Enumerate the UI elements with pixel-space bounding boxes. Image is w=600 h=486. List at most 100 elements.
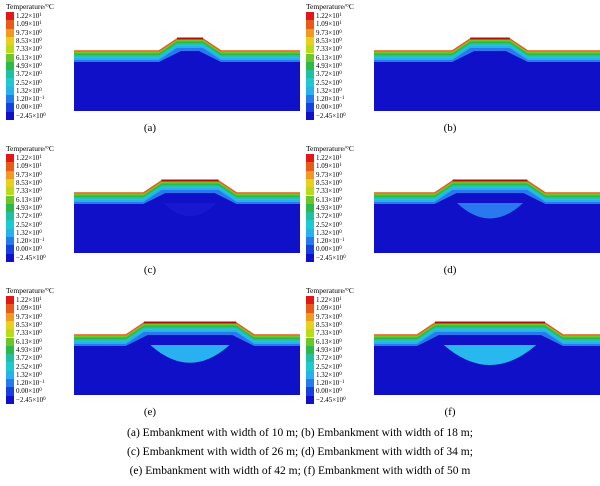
- legend-entry: 9.73×100: [6, 170, 42, 179]
- legend-mantissa: 3.72: [16, 70, 29, 79]
- legend-value: 6.13×100: [316, 54, 342, 62]
- legend-value: 4.93×100: [316, 204, 342, 212]
- legend-times-ten: ×10: [28, 28, 40, 37]
- legend-exponent: −1: [339, 96, 345, 102]
- thaw-bulb: [150, 345, 230, 363]
- legend-mantissa: −2.45: [316, 111, 333, 120]
- panel-label: (d): [443, 264, 457, 276]
- legend-mantissa: 9.73: [16, 312, 29, 321]
- legend-exponent: 1: [39, 297, 42, 303]
- legend-value: 4.93×100: [16, 204, 42, 212]
- legend-value: 1.20×10−1: [316, 237, 345, 245]
- panel-c: Temperature/°C 1.22×101 1.09×101 9.73×100 8.…: [0, 142, 300, 284]
- legend-entry: 1.09×101: [6, 162, 42, 171]
- legend-value: 1.22×101: [16, 154, 42, 162]
- legend-entry: 1.20×10−1: [306, 237, 345, 246]
- legend-swatch: [306, 354, 314, 363]
- legend-value: 3.72×100: [16, 354, 42, 362]
- legend-swatch: [6, 45, 14, 54]
- legend-swatch: [6, 78, 14, 87]
- legend-entry: 1.20×10−1: [6, 379, 45, 388]
- thaw-bulb: [456, 203, 524, 219]
- legend-exponent: 0: [39, 104, 42, 110]
- frozen-ground-band: [74, 51, 300, 111]
- legend-value: 8.53×100: [16, 37, 42, 45]
- legend-entry: 1.09×101: [6, 304, 42, 313]
- caption-line-1: (a) Embankment with width of 10 m; (b) E…: [127, 427, 473, 439]
- legend-entry: 1.22×101: [6, 12, 42, 21]
- legend-times-ten: ×10: [28, 228, 40, 237]
- legend-swatch: [306, 170, 314, 179]
- legend-value: 3.72×100: [16, 70, 42, 78]
- legend-value: 1.09×101: [316, 20, 342, 28]
- temperature-contour-plot: [74, 37, 300, 111]
- legend-value: 1.09×101: [16, 20, 42, 28]
- legend-swatch: [6, 203, 14, 213]
- legend-entry: 8.53×100: [6, 178, 42, 188]
- legend-entry: 7.33×100: [6, 45, 42, 54]
- legend-mantissa: 7.33: [16, 45, 29, 54]
- legend-times-ten: ×10: [28, 203, 40, 212]
- legend-exponent: 0: [339, 54, 342, 60]
- legend-swatch: [306, 312, 314, 321]
- legend-value: 6.13×100: [16, 196, 42, 204]
- legend-entry: −2.45×100: [306, 253, 346, 262]
- legend-swatch: [306, 212, 314, 221]
- legend-times-ten: ×10: [28, 212, 40, 221]
- legend-value: 3.72×100: [316, 70, 342, 78]
- legend-entry: 1.22×101: [6, 296, 42, 305]
- legend-value: 1.09×101: [16, 162, 42, 170]
- legend-times-ten: ×10: [328, 187, 340, 196]
- legend-exponent: 0: [39, 221, 42, 227]
- legend-mantissa: 4.93: [16, 61, 29, 70]
- legend-value: 4.93×100: [316, 346, 342, 354]
- legend-mantissa: 6.13: [316, 337, 329, 346]
- legend-value: 9.73×100: [16, 313, 42, 321]
- legend-entry: 1.22×101: [306, 296, 342, 305]
- legend-value: 4.93×100: [16, 62, 42, 70]
- legend-entry: 2.52×100: [6, 362, 42, 371]
- legend-value: 3.72×100: [16, 212, 42, 220]
- legend-mantissa: 8.53: [16, 37, 29, 46]
- legend-times-ten: ×10: [328, 362, 340, 371]
- temperature-legend: Temperature/°C 1.22×101 1.09×101 9.73×100 8.…: [303, 0, 413, 125]
- legend-entry: 4.93×100: [306, 61, 342, 71]
- legend-times-ten: ×10: [28, 70, 40, 79]
- legend-exponent: 0: [339, 104, 342, 110]
- legend-exponent: 0: [39, 371, 42, 377]
- legend-times-ten: ×10: [28, 362, 40, 371]
- legend-exponent: 0: [39, 87, 42, 93]
- legend-entry: 1.20×10−1: [6, 95, 45, 104]
- legend-exponent: 0: [39, 38, 42, 44]
- legend-value: 7.33×100: [316, 329, 342, 337]
- legend-exponent: 0: [339, 171, 342, 177]
- legend-swatch: [306, 103, 314, 112]
- legend-mantissa: 1.32: [316, 370, 329, 379]
- legend-swatch: [6, 220, 14, 229]
- legend-times-ten: ×10: [328, 228, 340, 237]
- legend-times-ten: ×10: [28, 53, 40, 62]
- legend-exponent: 1: [39, 155, 42, 161]
- panel-f: Temperature/°C 1.22×101 1.09×101 9.73×100 8.…: [300, 284, 600, 426]
- legend-swatch: [6, 345, 14, 355]
- legend-mantissa: 7.33: [16, 187, 29, 196]
- legend-swatch: [6, 86, 14, 95]
- legend-mantissa: 6.13: [16, 337, 29, 346]
- legend-entry: 3.72×100: [6, 70, 42, 79]
- legend-exponent: 1: [339, 305, 342, 311]
- legend-value: −2.45×100: [16, 112, 46, 120]
- legend-mantissa: 1.32: [16, 228, 29, 237]
- legend-times-ten: ×10: [28, 387, 40, 396]
- legend-times-ten: ×10: [328, 61, 340, 70]
- legend-entry: 9.73×100: [306, 170, 342, 179]
- legend-value: 6.13×100: [16, 54, 42, 62]
- legend-mantissa: −2.45: [16, 111, 33, 120]
- legend-value: 1.20×10−1: [16, 379, 45, 387]
- legend-exponent: 0: [339, 196, 342, 202]
- legend-swatch: [6, 111, 14, 120]
- legend-exponent: 0: [39, 322, 42, 328]
- legend-exponent: 1: [339, 297, 342, 303]
- legend-value: 6.13×100: [316, 196, 342, 204]
- legend-entry: 8.53×100: [6, 36, 42, 46]
- legend-mantissa: 1.20: [16, 379, 29, 388]
